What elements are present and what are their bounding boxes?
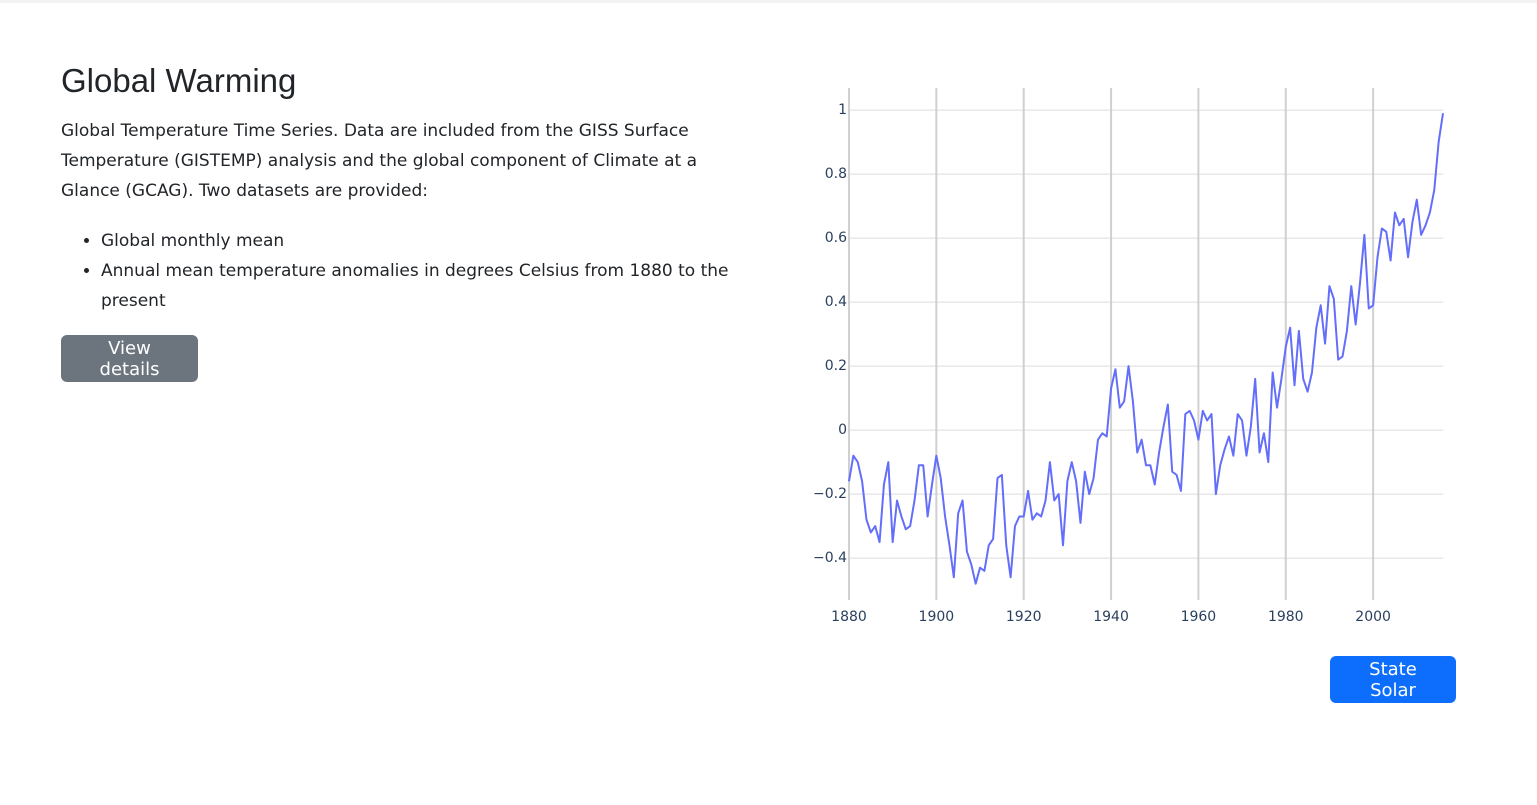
list-item: Annual mean temperature anomalies in deg… xyxy=(101,256,741,316)
y-tick-label: −0.4 xyxy=(813,550,847,566)
top-bar xyxy=(0,0,1537,3)
x-tick-label: 1960 xyxy=(1181,609,1217,625)
x-tick-label: 1920 xyxy=(1006,609,1042,625)
feature-list: Global monthly mean Annual mean temperat… xyxy=(61,226,741,316)
y-tick-label: 0.6 xyxy=(825,230,847,246)
view-details-button[interactable]: View details xyxy=(61,335,198,382)
y-tick-label: 1 xyxy=(838,102,847,118)
description: Global Temperature Time Series. Data are… xyxy=(61,121,698,201)
list-item: Global monthly mean xyxy=(101,226,741,256)
x-tick-label: 1940 xyxy=(1093,609,1129,625)
data-line xyxy=(848,113,1444,585)
y-tick-label: 0.8 xyxy=(825,166,847,182)
y-tick-label: 0.2 xyxy=(825,358,847,374)
page-title: Global Warming xyxy=(61,62,297,99)
x-tick-label: 1980 xyxy=(1268,609,1304,625)
y-tick-label: 0.4 xyxy=(825,294,847,310)
x-tick-label: 1880 xyxy=(831,609,867,625)
y-tick-label: −0.2 xyxy=(813,486,847,502)
x-tick-label: 2000 xyxy=(1355,609,1391,625)
x-tick-label: 1900 xyxy=(919,609,955,625)
y-tick-label: 0 xyxy=(838,422,847,438)
state-solar-button[interactable]: State Solar xyxy=(1330,656,1456,703)
